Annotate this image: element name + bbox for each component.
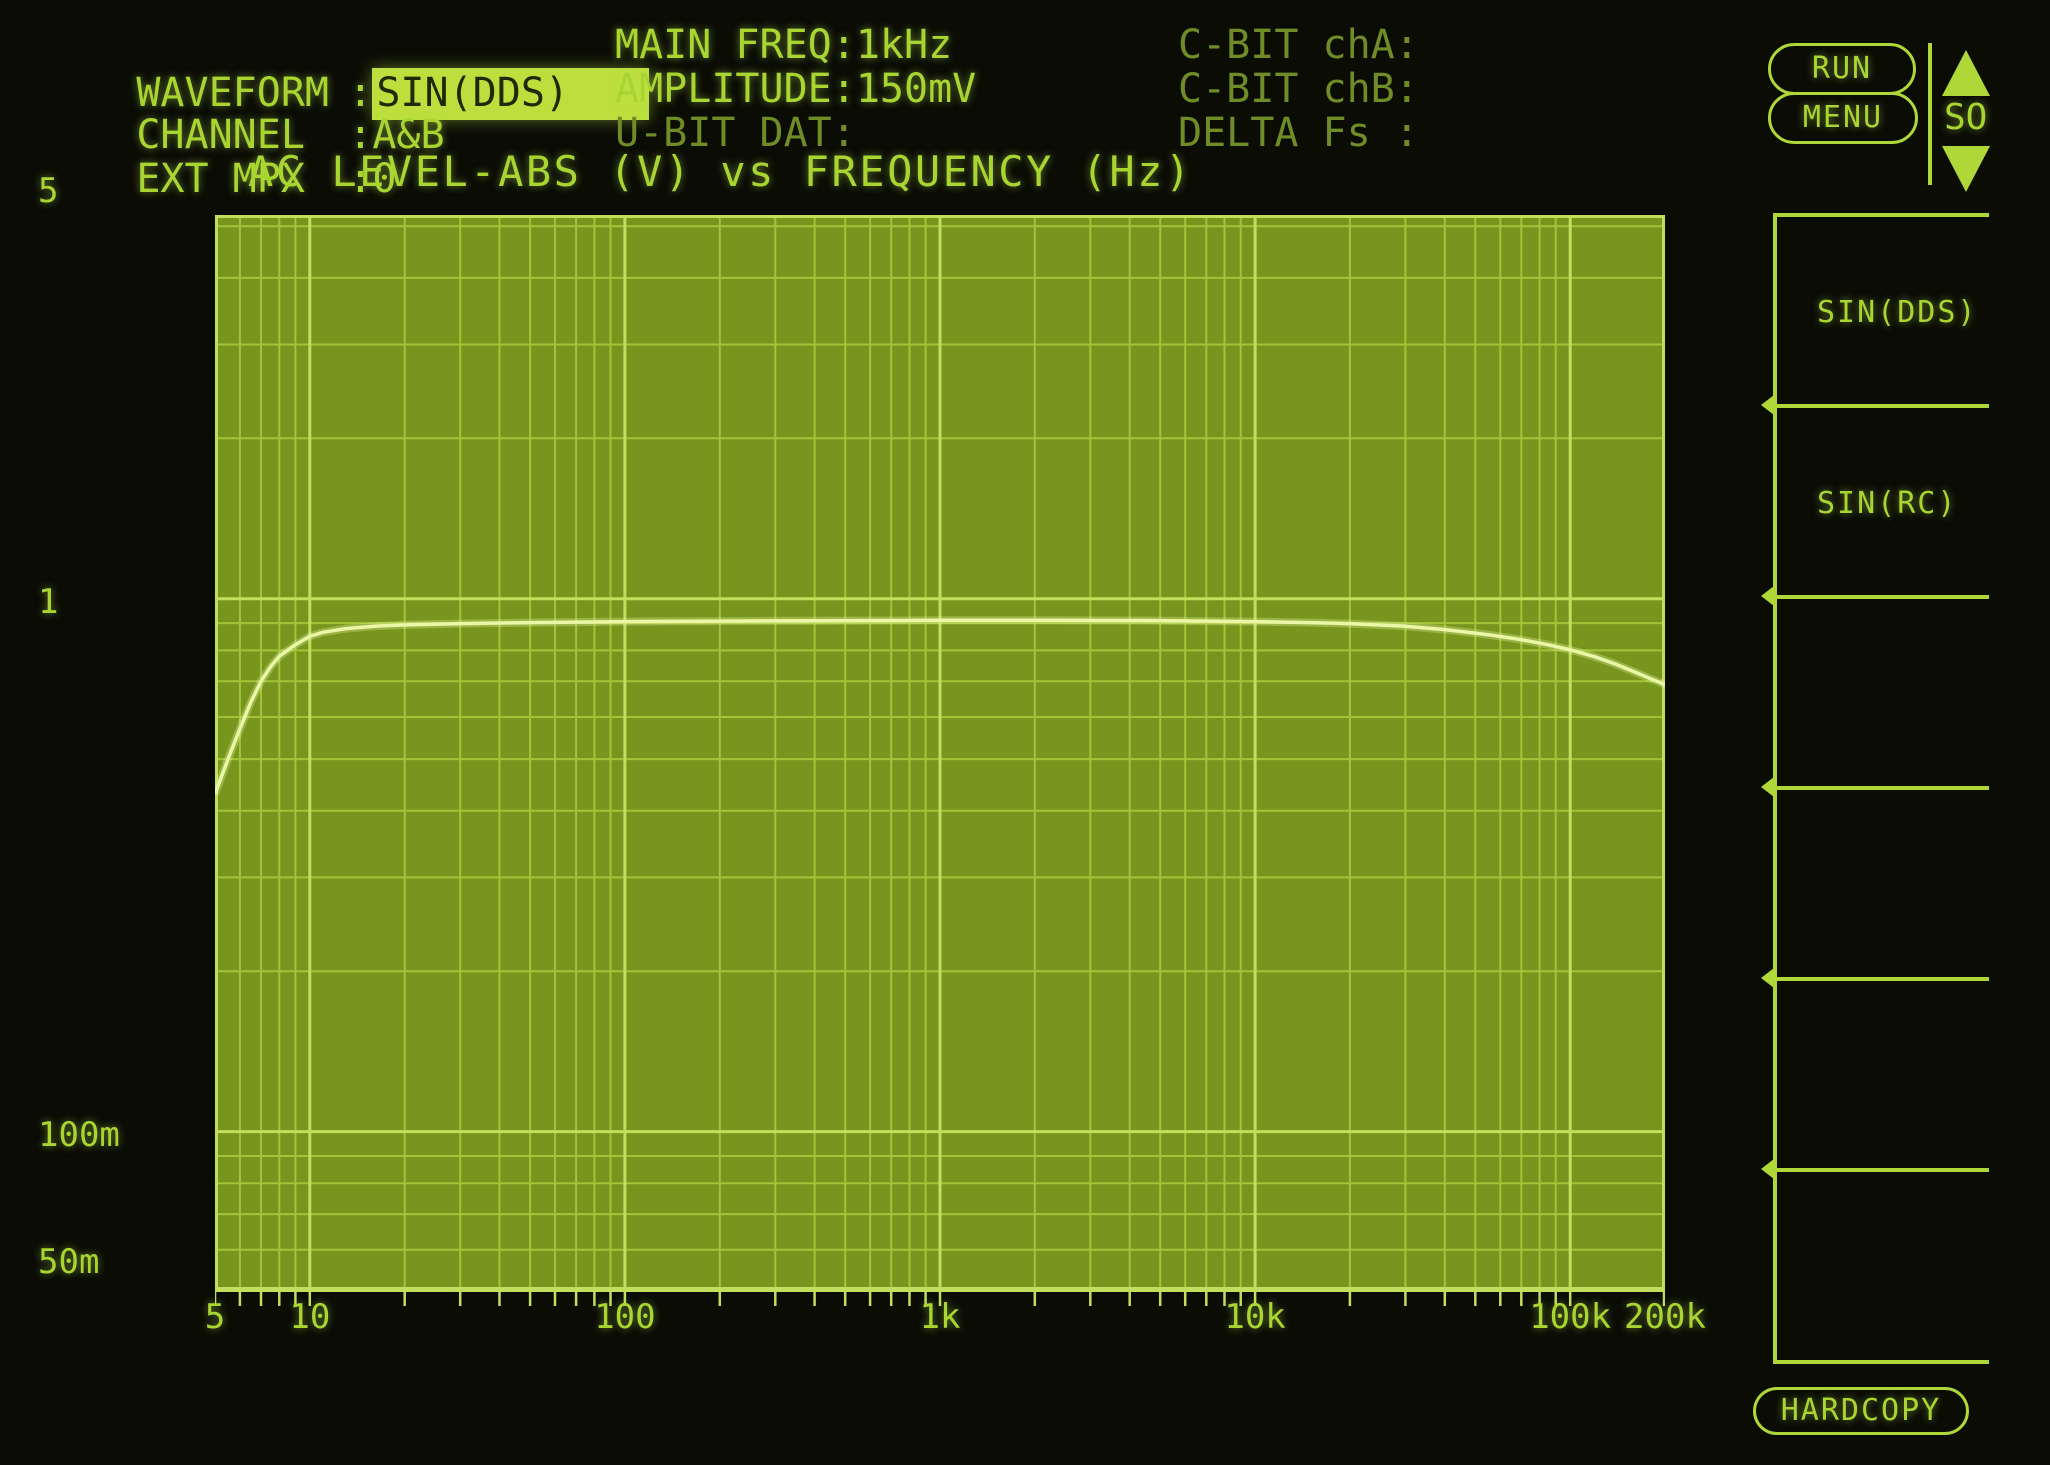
softkey-label: SIN(DDS) xyxy=(1817,295,1978,330)
channel-row: CHANNEL:A&B xyxy=(40,66,445,204)
x-axis-tick-label: 100 xyxy=(594,1297,656,1337)
softkey-slot-4[interactable] xyxy=(1761,777,1989,977)
response-curve xyxy=(215,618,1665,795)
softkey-sin-dds[interactable]: SIN(DDS) xyxy=(1777,213,1989,404)
x-axis-tick-label: 200k xyxy=(1624,1297,1706,1337)
run-button[interactable]: RUN xyxy=(1768,43,1916,95)
softkey-sin-rc[interactable]: SIN(RC) xyxy=(1761,395,1989,595)
ext-mpx-separator: : xyxy=(348,156,373,202)
waveform-row: WAVEFORM:SIN(DDS) xyxy=(40,22,649,166)
u-bit-dat-field: U-BIT DAT: xyxy=(615,110,856,156)
y-axis-tick-label: 50m xyxy=(38,1242,100,1282)
waveform-value[interactable]: SIN(DDS) xyxy=(372,68,649,120)
softkey-column: SIN(DDS) SIN(RC) xyxy=(1761,213,1989,1364)
chart-title: AC LEVEL-ABS (V) vs FREQUENCY (Hz) xyxy=(248,147,1193,196)
ext-mpx-label: EXT MPX xyxy=(136,156,305,202)
softkey-slot-6[interactable] xyxy=(1761,1159,1989,1359)
c-bit-cha-field: C-BIT chA: xyxy=(1178,22,1419,68)
softkey-slot-5[interactable] xyxy=(1761,968,1989,1168)
ext-mpx-row: EXT MPX:0 xyxy=(40,110,396,248)
x-axis-tick-label: 1k xyxy=(919,1297,961,1337)
softkey-label: SIN(RC) xyxy=(1817,486,1958,521)
amplitude-field: AMPLITUDE:150mV xyxy=(615,66,977,112)
up-arrow-icon[interactable] xyxy=(1942,50,1990,96)
channel-separator: : xyxy=(348,112,373,158)
y-axis-tick-label: 5 xyxy=(38,171,59,212)
main-freq-field: MAIN FREQ:1kHz xyxy=(615,22,953,68)
x-axis-tick-label: 100k xyxy=(1529,1297,1612,1337)
channel-value: A&B xyxy=(372,112,445,158)
y-axis-tick-label: 1 xyxy=(38,581,59,622)
waveform-separator: : xyxy=(348,70,373,116)
x-axis-tick-label: 5 xyxy=(204,1297,226,1337)
delta-fs-field: DELTA Fs : xyxy=(1178,110,1419,156)
so-label: SO xyxy=(1944,97,1988,138)
softkey-slot-3[interactable] xyxy=(1761,586,1989,786)
ext-mpx-value: 0 xyxy=(372,156,397,202)
hardcopy-button[interactable]: HARDCOPY xyxy=(1753,1387,1969,1435)
x-axis-tick-label: 10k xyxy=(1224,1297,1286,1337)
c-bit-chb-field: C-BIT chB: xyxy=(1178,66,1419,112)
menu-button[interactable]: MENU xyxy=(1768,92,1918,144)
x-axis-tick-label: 10 xyxy=(289,1297,331,1337)
waveform-label: WAVEFORM xyxy=(136,70,329,116)
channel-label: CHANNEL xyxy=(136,112,305,158)
frequency-response-chart xyxy=(215,215,1665,1306)
down-arrow-icon[interactable] xyxy=(1942,146,1990,192)
y-axis-tick-label: 100m xyxy=(38,1114,120,1155)
vertical-separator xyxy=(1928,43,1932,185)
